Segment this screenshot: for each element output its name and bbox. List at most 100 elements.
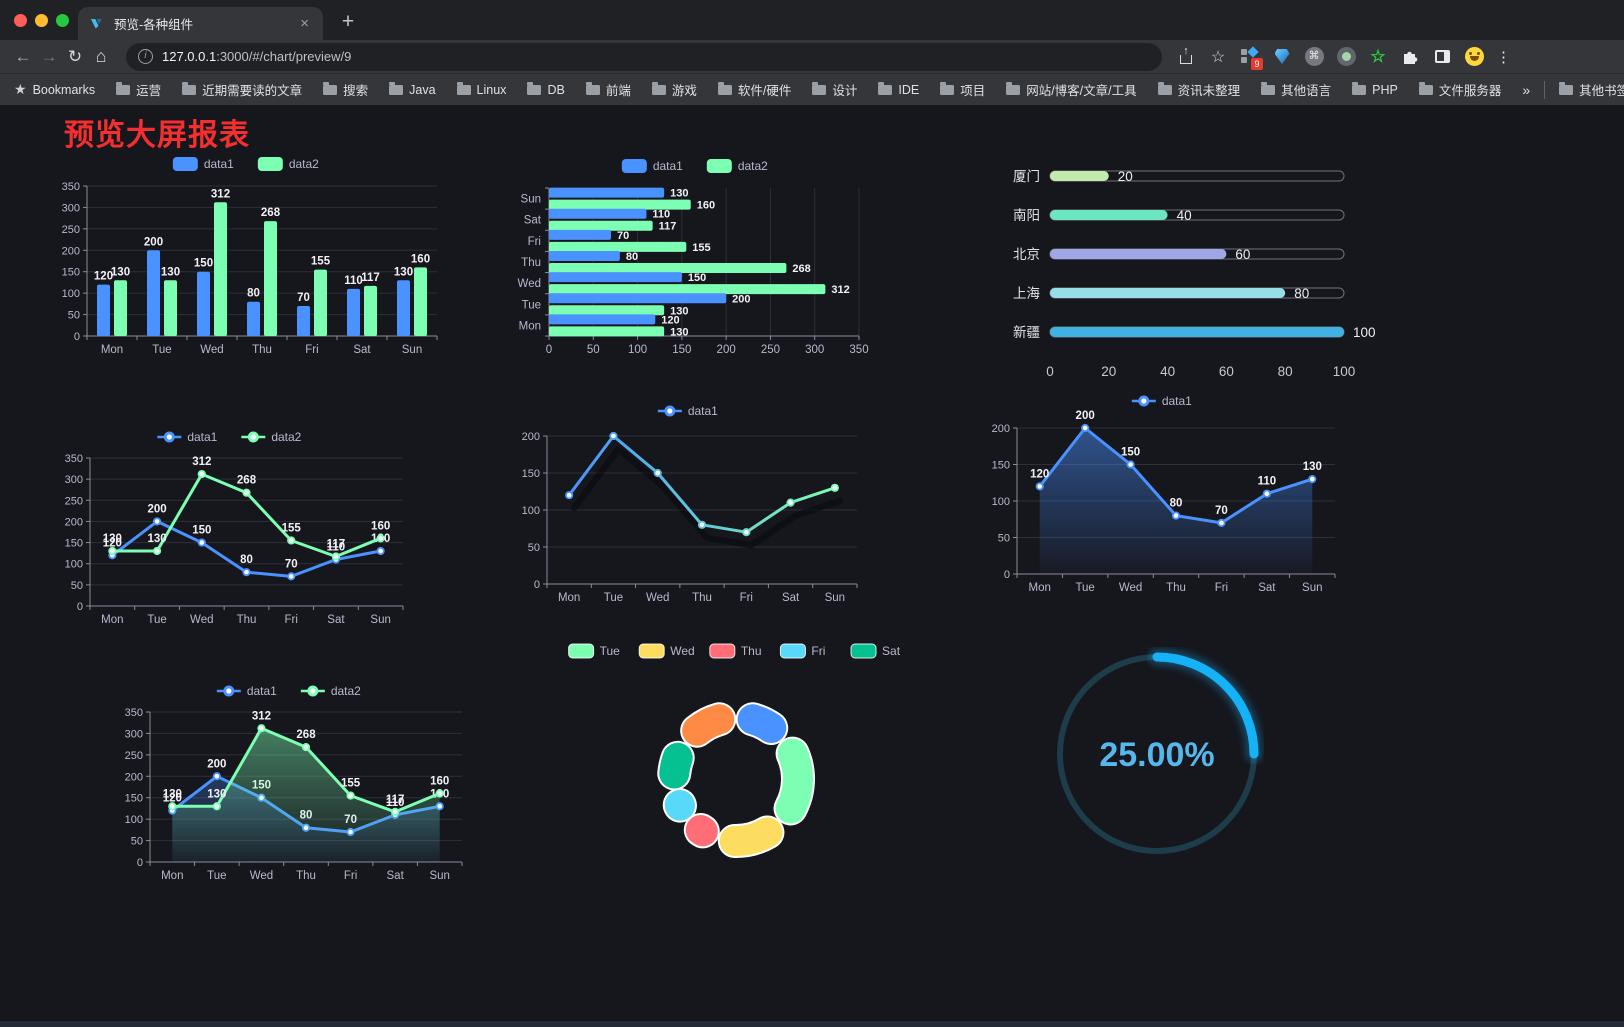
bookmark-item[interactable]: 设计 [812, 80, 857, 99]
bookmark-item[interactable]: 前端 [585, 80, 631, 99]
svg-text:200: 200 [1076, 410, 1095, 422]
bar-chart-horizontal[interactable]: data1 data2 0 50 100 150 200 250 300 350 Sun 130 160… [505, 152, 885, 363]
bookmark-item[interactable]: 近期需要读的文章 [182, 80, 302, 99]
svg-text:Sat: Sat [882, 644, 901, 658]
svg-text:上海: 上海 [1013, 286, 1040, 301]
gauge-chart[interactable]: 25.00% [1040, 642, 1280, 874]
bookmark-item[interactable]: 软件/硬件 [717, 80, 791, 99]
bookmark-label: 其他书签 [1579, 84, 1624, 98]
bookmark-item[interactable]: 文件服务器 [1418, 80, 1501, 99]
command-extension-icon[interactable]: ⌘ [1304, 47, 1324, 67]
grid-extension-icon[interactable]: 9 [1240, 45, 1263, 70]
home-icon[interactable]: ⌂ [95, 46, 107, 66]
bookmark-star-icon[interactable]: ☆ [1210, 48, 1226, 66]
svg-text:110: 110 [327, 541, 346, 553]
svg-text:268: 268 [792, 263, 810, 275]
bookmark-item[interactable]: IDE [878, 80, 919, 99]
back-icon[interactable]: ← [14, 46, 32, 66]
svg-text:150: 150 [125, 793, 143, 805]
url-bar[interactable]: i 127.0.0.1:3000/#/chart/preview/9 [126, 42, 1162, 71]
browser-tab[interactable]: 预览-各种组件 × [78, 7, 323, 40]
bookmarks-root-item[interactable]: ★ Bookmarks [14, 81, 95, 98]
bookmark-item[interactable]: 其他语言 [1261, 80, 1331, 99]
bottom-strip [0, 1021, 1624, 1027]
bookmark-label: 游戏 [671, 84, 697, 98]
svg-text:117: 117 [361, 272, 380, 284]
folder-icon [878, 82, 893, 95]
svg-text:155: 155 [282, 522, 302, 534]
site-info-icon[interactable]: i [138, 49, 153, 64]
svg-text:350: 350 [849, 344, 868, 356]
svg-text:Sun: Sun [825, 592, 845, 604]
minimize-window-button[interactable] [35, 14, 48, 27]
svg-text:Fri: Fri [285, 614, 298, 626]
line-chart-two-series[interactable]: data1 data2 0 50 100 150 200 250 300 350 Mon Tue Wed… [48, 424, 411, 634]
page-content: 预览大屏报表 data1 data2 0 50 100 150 200 250 300 350 Mo… [0, 105, 1624, 1021]
svg-text:350: 350 [125, 707, 143, 719]
svg-text:data1: data1 [653, 159, 683, 173]
sidebar-extension-icon[interactable] [1432, 47, 1452, 67]
folder-icon [717, 82, 732, 95]
svg-text:Sat: Sat [524, 215, 542, 227]
svg-text:100: 100 [628, 344, 647, 356]
svg-text:110: 110 [652, 209, 670, 221]
bookmark-item[interactable]: 运营 [116, 80, 161, 99]
svg-text:300: 300 [62, 202, 80, 214]
svg-text:130: 130 [111, 266, 130, 278]
bookmark-item[interactable]: PHP [1352, 80, 1398, 99]
bookmarks-divider [1544, 80, 1546, 99]
folder-icon [1157, 82, 1172, 95]
bookmark-item[interactable]: 搜索 [323, 80, 368, 99]
svg-text:Sun: Sun [521, 194, 541, 206]
tab-close-icon[interactable]: × [300, 15, 309, 32]
folder-icon [1006, 82, 1021, 95]
new-tab-button[interactable]: + [341, 10, 355, 33]
svg-text:北京: 北京 [1013, 247, 1040, 262]
svg-text:350: 350 [65, 453, 83, 465]
bookmarks-overflow-chevron[interactable]: » [1522, 81, 1531, 98]
svg-text:120: 120 [1030, 468, 1049, 480]
profile-avatar[interactable] [1464, 47, 1484, 67]
bookmark-label: 运营 [136, 84, 162, 98]
svg-text:Thu: Thu [741, 644, 762, 658]
bookmark-label: 资讯未整理 [1177, 84, 1241, 98]
share-icon[interactable]: ↑ [1178, 45, 1194, 65]
bar-chart-grouped[interactable]: data1 data2 0 50 100 150 200 250 300 350 Mon Tue Wed… [45, 150, 447, 363]
svg-text:80: 80 [1170, 498, 1183, 510]
svg-text:data1: data1 [187, 430, 217, 444]
svg-text:25.00%: 25.00% [1099, 736, 1214, 774]
svg-text:Tue: Tue [207, 870, 226, 882]
bookmark-item[interactable]: 游戏 [651, 80, 697, 99]
url-host: 127.0.0.1 [162, 48, 217, 64]
svg-text:200: 200 [992, 423, 1010, 435]
area-chart-single[interactable]: data1 0 50 100 150 200 Mon Tue Wed Thu Fri Sat Sun 12… [975, 388, 1349, 600]
bookmark-label: 网站/博客/文章/工具 [1026, 84, 1137, 98]
svg-text:Thu: Thu [1166, 582, 1186, 594]
bookmark-item[interactable]: Java [389, 80, 436, 99]
line-chart-gradient[interactable]: data1 0 50 100 150 200 Mon Tue Wed Thu Fri Sat Sun [505, 398, 871, 610]
svg-text:50: 50 [68, 310, 80, 322]
gem-extension-icon[interactable] [1272, 47, 1292, 67]
browser-menu-icon[interactable]: ⋮ [1496, 48, 1511, 66]
area-chart-two-series[interactable]: data1 data2 0 50 100 150 200 250 300 350 Mon Tue Wed… [108, 678, 470, 890]
reload-icon[interactable]: ↻ [67, 46, 83, 66]
other-bookmarks-item[interactable]: 其他书签 [1559, 80, 1624, 99]
close-window-button[interactable] [14, 14, 27, 27]
puzzle-extensions-icon[interactable] [1400, 47, 1420, 67]
svg-text:50: 50 [131, 836, 143, 848]
share-box-shape [1180, 54, 1192, 64]
star-extension-icon[interactable]: ☆ [1370, 46, 1386, 66]
site-favicon-icon [91, 18, 102, 28]
record-extension-icon[interactable] [1336, 47, 1356, 67]
bookmark-item[interactable]: 项目 [940, 80, 985, 99]
svg-text:新疆: 新疆 [1013, 325, 1040, 340]
bookmark-item[interactable]: 网站/博客/文章/工具 [1006, 80, 1137, 99]
bookmark-item[interactable]: 资讯未整理 [1157, 80, 1241, 99]
svg-text:100: 100 [62, 288, 80, 300]
progress-bar-chart[interactable]: 厦门 20 南阳 40 北京 60 上海 80 新疆 100 0 20 40 60 80 100 [1000, 150, 1380, 390]
maximize-window-button[interactable] [56, 14, 69, 27]
forward-icon[interactable]: → [40, 46, 58, 66]
bookmark-item[interactable]: Linux [456, 80, 506, 99]
bookmark-item[interactable]: DB [527, 80, 565, 99]
